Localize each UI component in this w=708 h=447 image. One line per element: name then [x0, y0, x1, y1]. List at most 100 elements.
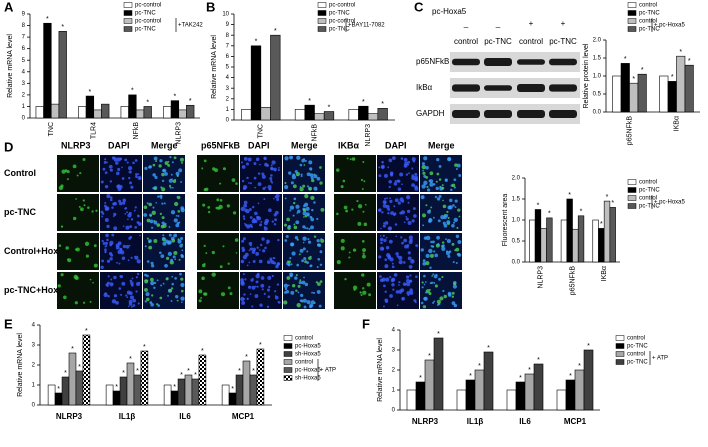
cell-spot	[103, 204, 107, 208]
y-tick-label: 4	[392, 328, 396, 334]
cell-spot	[161, 187, 166, 192]
cell-spot	[379, 237, 384, 242]
cell-spot	[434, 195, 438, 199]
cell-spot	[429, 253, 434, 258]
legend-label: control	[639, 3, 657, 9]
cell-spot	[249, 182, 252, 185]
cell-spot	[254, 285, 257, 288]
cell-spot	[384, 258, 388, 262]
cell-spot	[175, 294, 179, 299]
bar	[583, 349, 594, 411]
stain-header: Merge	[291, 140, 318, 150]
cell-spot	[302, 208, 307, 212]
cell-spot	[395, 252, 399, 256]
cell-spot	[109, 180, 113, 183]
cell-spot	[425, 165, 429, 170]
cell-spot	[453, 217, 458, 223]
cell-spot	[308, 227, 311, 230]
cell-spot	[422, 305, 427, 309]
cell-spot	[421, 184, 426, 189]
cell-spot	[159, 194, 163, 198]
cell-spot	[447, 157, 452, 161]
significance: *	[632, 76, 635, 83]
cell-spot	[247, 157, 252, 162]
cell-spot	[162, 282, 165, 285]
cell-spot	[362, 290, 367, 295]
significance: *	[46, 16, 49, 23]
micrograph	[57, 194, 99, 231]
blot-band	[517, 84, 545, 92]
cell-spot	[434, 284, 438, 288]
cell-spot	[432, 273, 435, 276]
cell-spot	[102, 167, 106, 171]
cell-spot	[138, 177, 141, 180]
cell-spot	[415, 275, 418, 279]
bar	[566, 198, 573, 263]
cell-spot	[428, 291, 432, 296]
cell-spot	[177, 239, 182, 244]
cell-spot	[103, 160, 107, 164]
x-tick-label: p65NFkB	[626, 116, 633, 146]
cell-spot	[248, 182, 250, 184]
y-axis-label: Relative mRNA level	[211, 35, 218, 99]
cell-spot	[457, 240, 462, 244]
bar	[560, 219, 568, 263]
cell-spot	[125, 225, 130, 230]
cell-spot	[301, 280, 306, 285]
cell-spot	[444, 213, 449, 218]
cell-spot	[306, 212, 310, 216]
cell-spot	[263, 226, 268, 231]
cell-spot	[352, 285, 358, 290]
cell-spot	[433, 274, 438, 279]
cell-spot	[261, 237, 265, 241]
cell-spot	[292, 173, 296, 177]
cell-spot	[391, 265, 395, 269]
cell-spot	[124, 207, 128, 210]
bar	[50, 103, 60, 119]
cell-spot	[134, 255, 136, 258]
cell-spot	[387, 166, 390, 169]
cell-spot	[306, 172, 311, 177]
legend-swatch	[627, 2, 637, 8]
cell-spot	[261, 174, 266, 179]
cell-spot	[407, 163, 410, 166]
cell-spot	[133, 209, 136, 212]
cell-spot	[143, 205, 148, 210]
cell-spot	[167, 160, 170, 163]
cell-spot	[423, 156, 428, 161]
cell-spot	[451, 224, 455, 228]
cell-spot	[452, 221, 456, 224]
cell-spot	[251, 285, 256, 290]
legend-label: control	[627, 336, 645, 342]
legend-group: + ATP	[652, 356, 668, 362]
cell-spot	[454, 206, 457, 209]
legend-swatch	[283, 375, 293, 381]
cell-spot	[170, 299, 173, 302]
cell-spot	[151, 294, 154, 297]
cell-spot	[63, 295, 67, 300]
legend-swatch	[283, 351, 293, 357]
blot-lane: pc-TNC	[549, 37, 577, 46]
cell-spot	[392, 288, 395, 291]
cell-spot	[407, 221, 412, 226]
cell-spot	[306, 250, 309, 253]
cell-spot	[290, 263, 293, 266]
cell-spot	[119, 201, 123, 206]
y-tick-label: 7	[226, 43, 230, 49]
significance: *	[129, 356, 132, 363]
cell-spot	[146, 274, 149, 278]
cell-spot	[146, 202, 149, 205]
cell-spot	[109, 196, 113, 199]
cell-spot	[423, 283, 426, 286]
y-tick-label: 1	[392, 388, 396, 394]
cell-spot	[75, 198, 77, 200]
cell-spot	[447, 205, 452, 210]
cell-spot	[421, 286, 424, 289]
cell-spot	[301, 259, 305, 263]
bar	[85, 95, 95, 119]
cell-spot	[381, 247, 385, 251]
cell-spot	[101, 259, 105, 263]
panel-label: A	[4, 0, 14, 14]
cell-spot	[299, 299, 303, 302]
y-tick-label: 0	[392, 408, 396, 414]
